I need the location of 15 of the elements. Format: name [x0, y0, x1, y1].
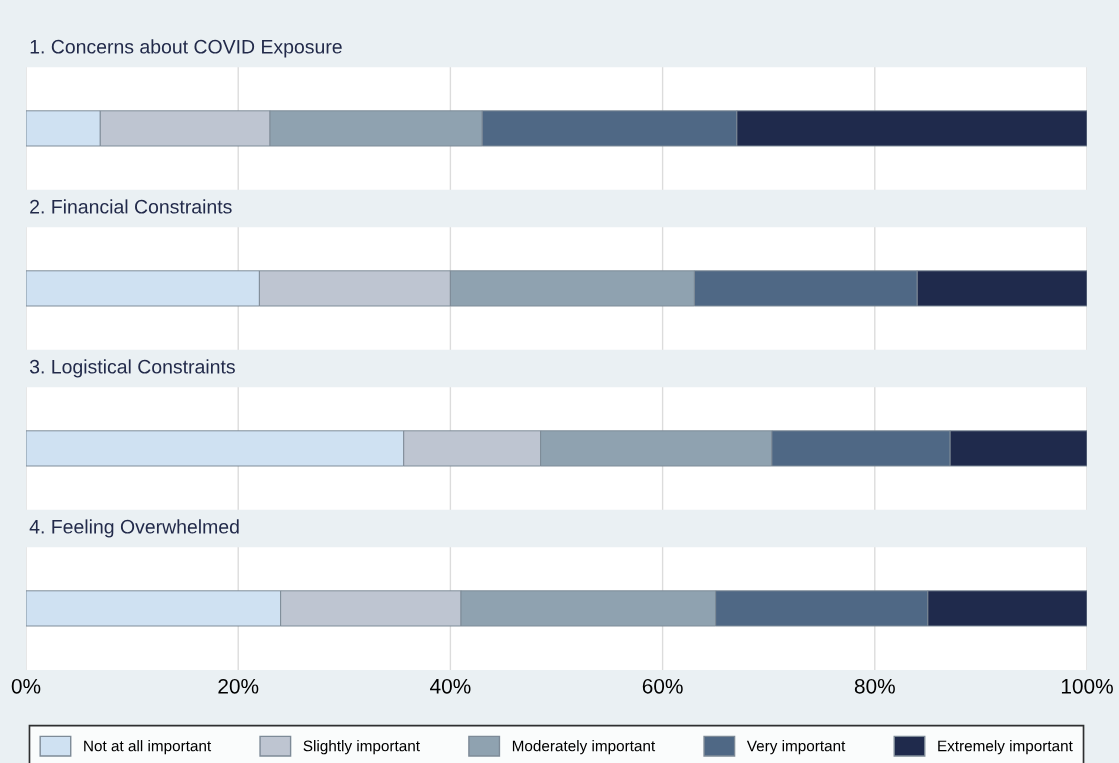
x-tick-label: 80% [854, 678, 895, 694]
y-tick-label: 2. Financial Constraints [30, 199, 232, 214]
x-tick-label: 60% [642, 678, 683, 694]
x-tick-label: 20% [218, 678, 259, 694]
legend-label: Very important [746, 740, 846, 755]
legend-label: Moderately important [512, 740, 656, 755]
legend-label: Slightly important [303, 740, 420, 755]
legend-label: Extremely important [938, 740, 1073, 755]
y-tick-label: 4. Feeling Overwhelmed [29, 519, 239, 538]
legend-label: Not at all important [84, 740, 212, 755]
x-tick-label: 100% [1061, 678, 1113, 694]
x-tick-label: 0% [11, 678, 41, 694]
y-tick-label: 1. Concerns about COVID Exposure [30, 39, 342, 58]
x-tick-label: 40% [430, 678, 471, 694]
y-tick-label: 3. Logistical Constraints [29, 359, 235, 378]
